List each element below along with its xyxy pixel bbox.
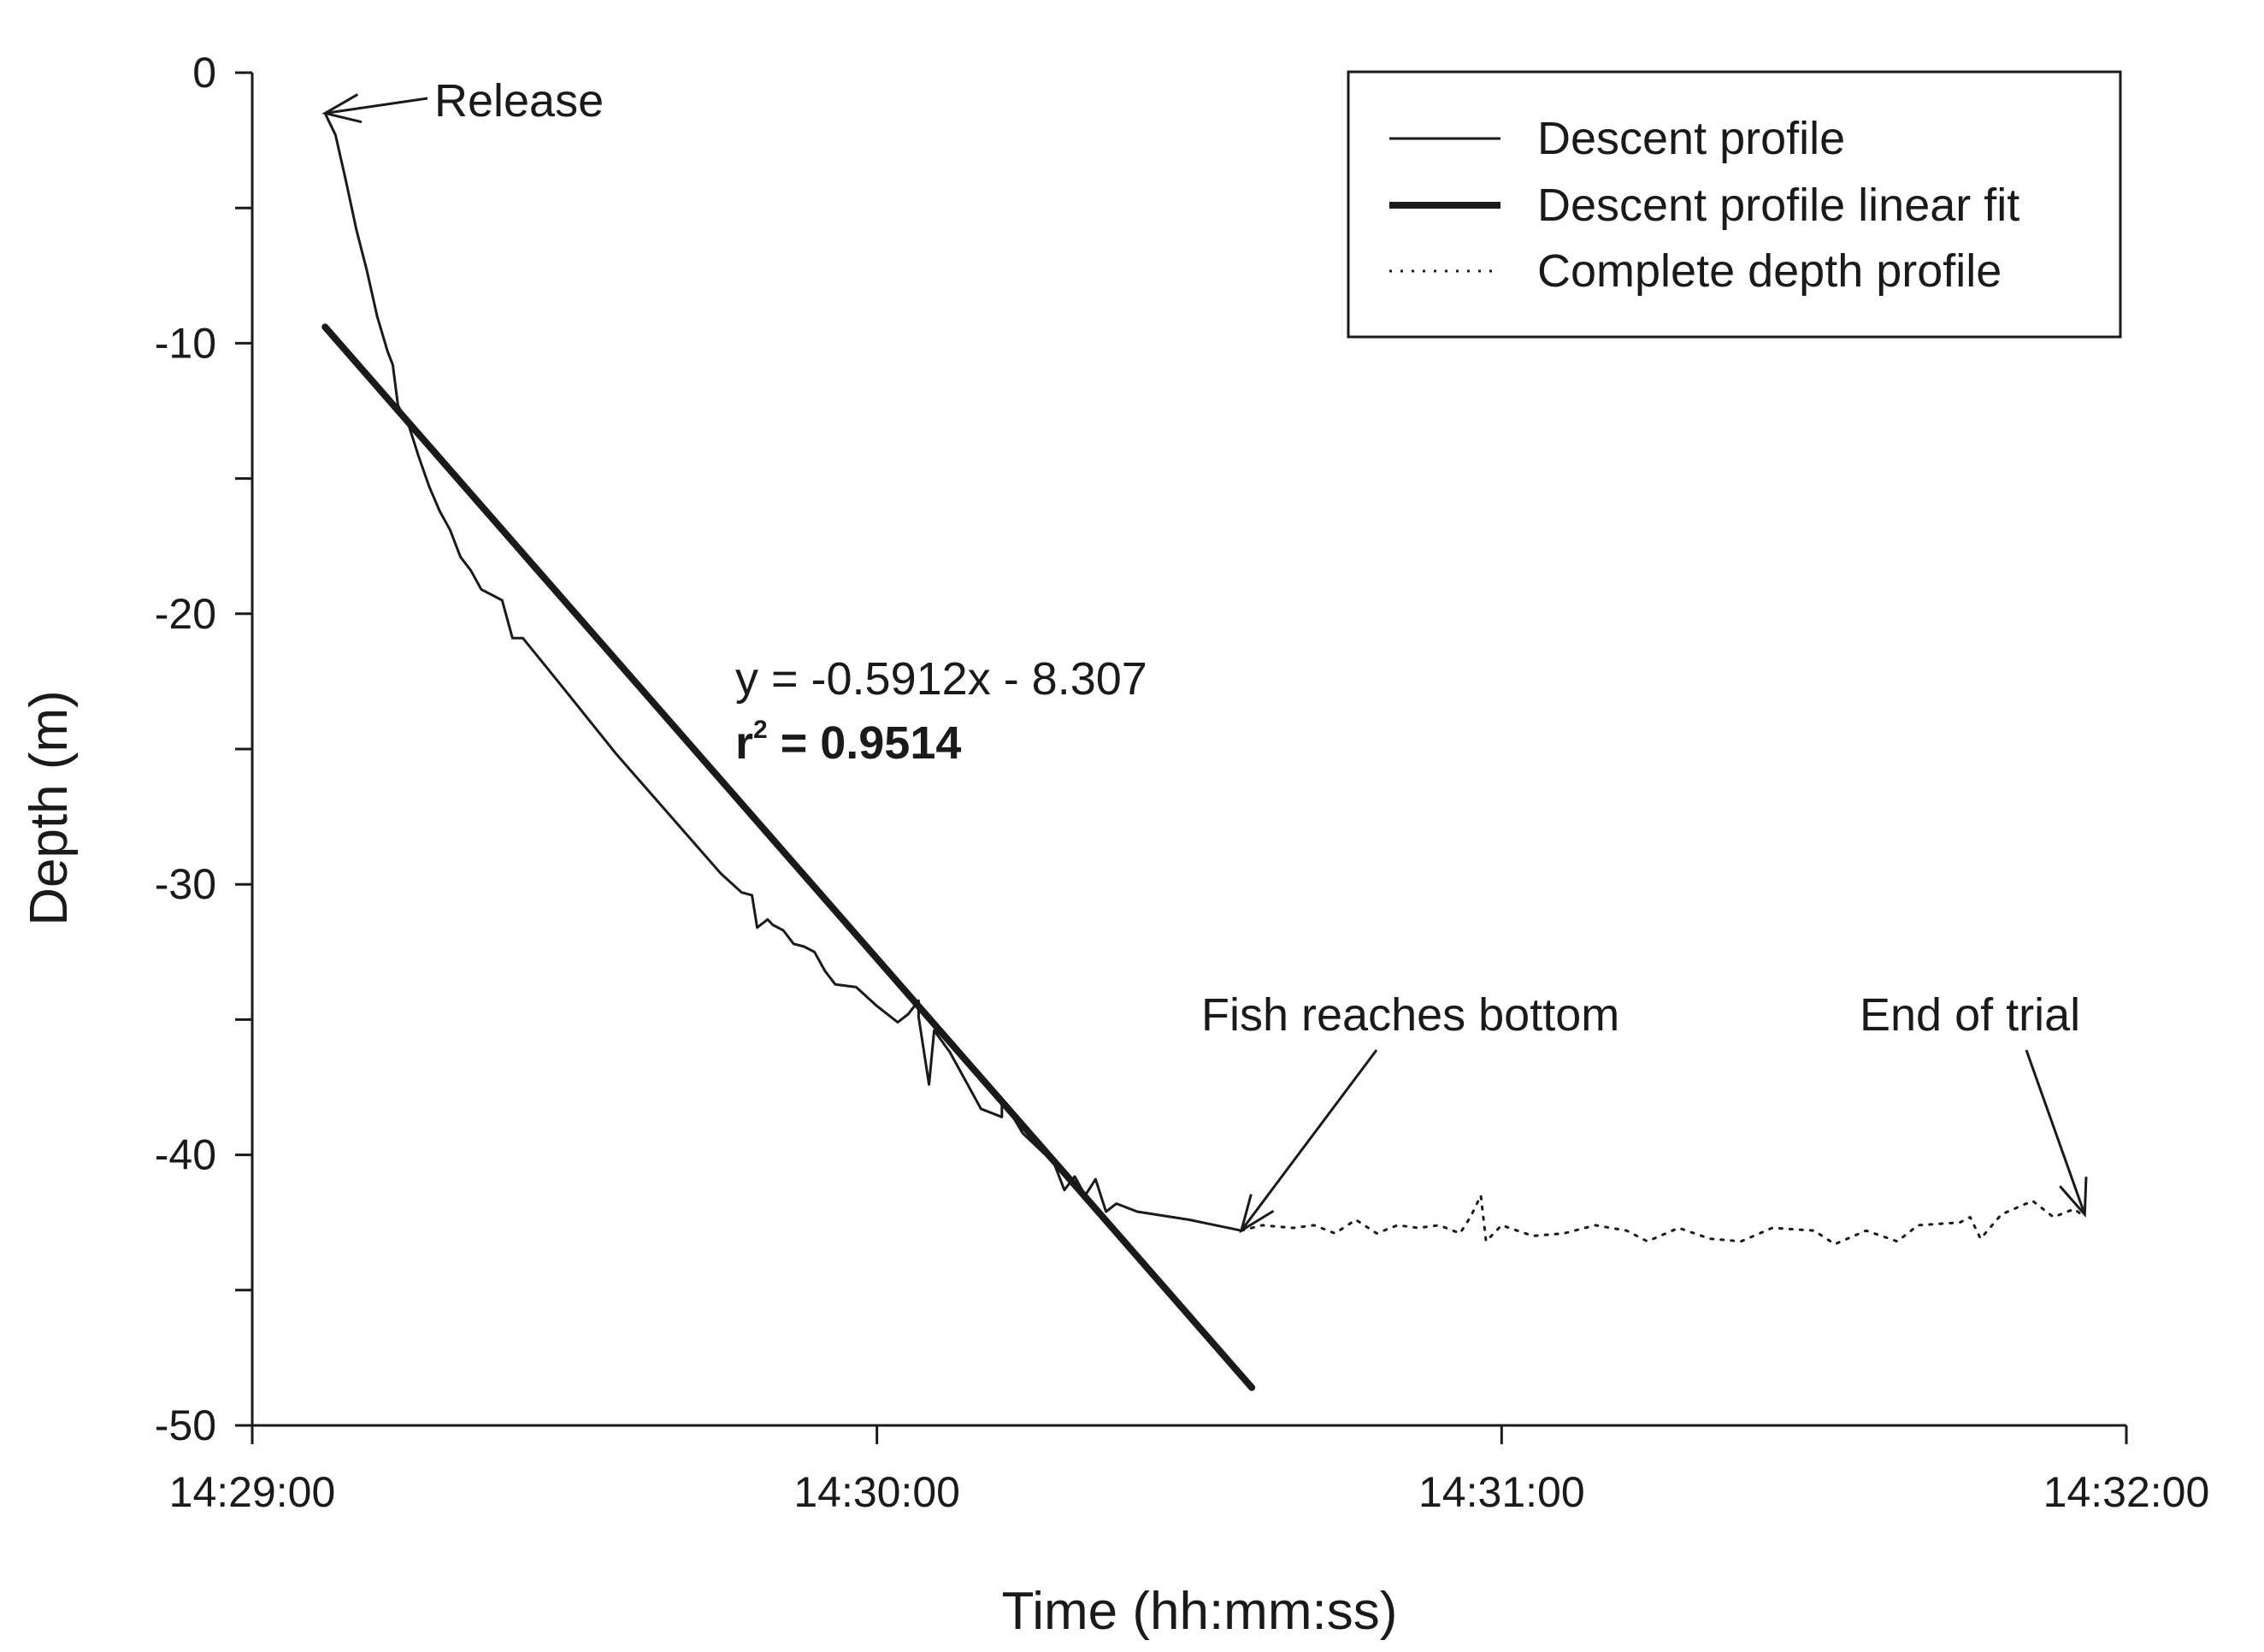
series-layer [321, 112, 2086, 1391]
fit-equation-line: y = -0.5912x - 8.307 [735, 653, 1147, 705]
axes: 0 -10 -20 -30 -40 -50 14:29:00 14:30:00 14:31:00… [155, 49, 2210, 1516]
annotation-arrows [321, 93, 2088, 1234]
y-tick-label: -40 [155, 1131, 216, 1179]
annotation-release-arrow-shaft [325, 97, 428, 115]
annotation-bottom-arrow-head [1239, 1194, 1275, 1234]
fit-equation: y = -0.5912x - 8.307 r2 = 0.9514 [735, 653, 1147, 769]
y-tick-label: -30 [155, 860, 216, 908]
legend: Descent profile Descent profile linear f… [1347, 70, 2122, 339]
x-tick-label: 14:32:00 [2043, 1468, 2210, 1516]
annotation-release-arrow-head [321, 93, 363, 124]
r-squared-prefix: r [735, 717, 753, 769]
y-tick-label: -10 [155, 319, 216, 367]
y-tick-label: 0 [192, 49, 216, 97]
x-tick-label: 14:30:00 [793, 1468, 960, 1516]
series-complete-depth-profile [1240, 1194, 2086, 1246]
r-squared-exponent: 2 [753, 716, 768, 744]
annotation-release: Release [434, 75, 604, 127]
annotations: Release Fish reaches bottom End of trial [321, 75, 2088, 1234]
annotation-fish-reaches-bottom: Fish reaches bottom [1201, 989, 1619, 1041]
annotation-end-arrow-shaft [2025, 1049, 2086, 1215]
legend-label-complete-profile: Complete depth profile [1537, 245, 2002, 297]
annotation-end-arrow-head [2059, 1177, 2088, 1218]
fit-r-squared: r2 = 0.9514 [735, 716, 961, 769]
annotation-end-of-trial: End of trial [1860, 989, 2080, 1041]
series-descent-profile-linear-fit [321, 323, 1256, 1391]
legend-label-descent-profile: Descent profile [1537, 113, 1845, 164]
r-squared-value: = 0.9514 [768, 717, 962, 769]
y-axis-title: Depth (m) [20, 690, 79, 926]
x-axis-title: Time (hh:mm:ss) [1002, 1582, 1398, 1641]
annotation-bottom-arrow-shaft [1240, 1049, 1378, 1232]
y-tick-label: -50 [155, 1401, 216, 1449]
x-tick-label: 14:29:00 [169, 1468, 336, 1516]
legend-label-linear-fit: Descent profile linear fit [1537, 180, 2019, 231]
x-tick-label: 14:31:00 [1418, 1468, 1585, 1516]
y-tick-label: -20 [155, 590, 216, 638]
